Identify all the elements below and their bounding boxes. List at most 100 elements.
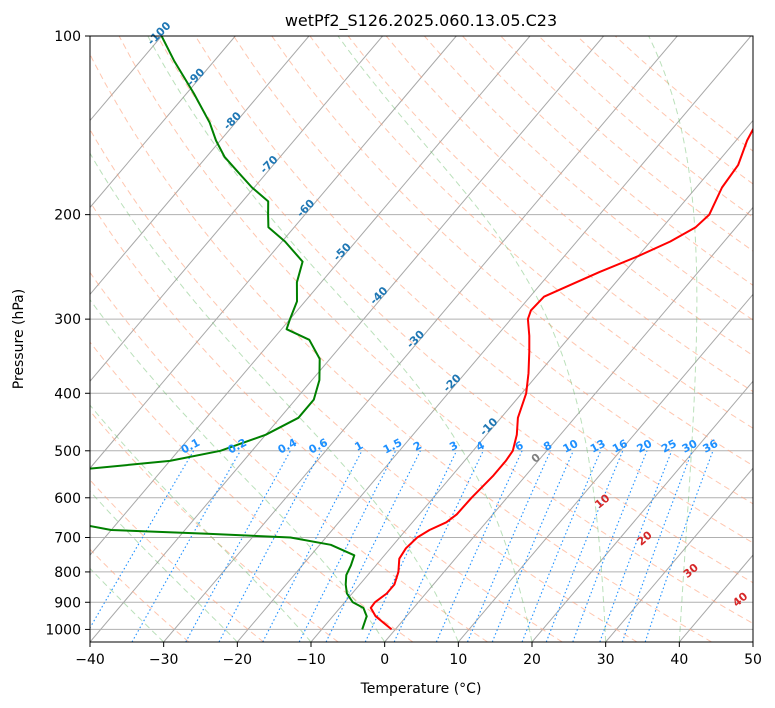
mixing-ratio-label: 6 <box>513 439 526 454</box>
dry-adiabat-line <box>347 36 753 393</box>
mixing-ratio-line <box>298 450 397 642</box>
moist-adiabat-line <box>90 490 238 642</box>
mixing-ratio-layer <box>90 450 714 642</box>
isotherm-label: -70 <box>257 153 280 176</box>
dry-adiabat-line <box>90 201 563 642</box>
mixing-ratio-line <box>644 450 714 642</box>
mixing-ratio-line <box>131 450 241 642</box>
y-tick-label: 800 <box>54 565 81 581</box>
moist-adiabat-line <box>648 36 698 642</box>
isotherm-line <box>90 36 457 469</box>
y-tick-label: 500 <box>54 444 81 460</box>
y-tick-label: 100 <box>54 29 81 45</box>
mixing-ratio-line <box>521 450 602 642</box>
isotherm-line <box>605 467 753 642</box>
x-tick-label: −10 <box>296 652 326 668</box>
isotherm-line <box>384 206 753 642</box>
mixing-ratio-label: 25 <box>659 437 679 456</box>
x-tick-label: −40 <box>75 652 105 668</box>
temperature-profile <box>369 127 753 631</box>
y-axis-label: Pressure (hPa) <box>11 289 27 389</box>
plot-frame <box>89 35 754 643</box>
isotherm-line <box>752 641 753 642</box>
dry-adiabat-line <box>90 271 488 642</box>
tick-layer: −40 −30 −20 −10 0 10 20 30 40 5010020030040050060… <box>45 29 762 668</box>
dry-adiabat-line <box>462 36 753 286</box>
isotherm-line <box>163 36 678 642</box>
moist-adiabat-line <box>147 36 533 642</box>
y-tick-label: 600 <box>54 491 81 507</box>
x-axis-label: Temperature (°C) <box>360 681 482 697</box>
isotherm-line <box>457 293 753 642</box>
mixing-ratio-line <box>218 450 322 642</box>
moist-adiabat-line <box>90 404 312 642</box>
mixing-ratio-line <box>491 450 574 642</box>
dry-adiabat-line <box>118 36 753 624</box>
isotherm-line <box>531 380 753 642</box>
mixing-ratio-label: 1 <box>352 439 365 454</box>
mixing-ratio-line <box>572 450 648 642</box>
isotherm-label: -40 <box>367 284 390 307</box>
isotherm-line <box>90 36 236 209</box>
mixing-ratio-line <box>90 450 195 629</box>
mixing-ratio-line <box>621 450 693 642</box>
mixing-ratio-line <box>435 450 523 642</box>
dry-adiabat-line <box>538 36 753 218</box>
dry-adiabat-line <box>194 36 753 544</box>
mixing-ratio-label: 8 <box>541 439 554 454</box>
dry-adiabat-line <box>90 341 414 642</box>
mixing-ratio-label: 30 <box>680 437 700 456</box>
mixing-ratio-line <box>545 450 624 642</box>
y-tick-label: 200 <box>54 208 81 224</box>
isotherm-label: -20 <box>441 371 464 394</box>
isotherm-line <box>90 36 531 556</box>
moist-adiabat-line <box>337 36 607 642</box>
isotherm-line <box>310 119 753 642</box>
y-tick-label: 700 <box>54 531 81 547</box>
x-tick-label: 20 <box>523 652 541 668</box>
dry-adiabat-line <box>156 36 753 584</box>
isotherm-label: -100 <box>145 19 174 48</box>
mixing-ratio-label: 0.4 <box>276 436 300 457</box>
mixing-ratio-label: 13 <box>588 437 608 456</box>
mixing-ratio-label: 10 <box>561 437 581 456</box>
y-tick-label: 900 <box>54 595 81 611</box>
wetbulb-label: 40 <box>730 589 750 609</box>
dewpoint-profile <box>90 36 368 630</box>
mixing-ratio-label: 36 <box>701 437 721 456</box>
mixing-ratio-label: 0.2 <box>226 436 249 457</box>
profile-layer <box>90 36 753 631</box>
dry-adiabat-line <box>90 53 712 642</box>
dry-adiabat-line <box>90 479 264 642</box>
wetbulb-label: 30 <box>681 561 701 581</box>
mixing-ratio-line <box>466 450 552 642</box>
isotherm-layer <box>90 36 753 642</box>
isotherm-line <box>236 36 752 642</box>
x-tick-label: −20 <box>223 652 253 668</box>
x-tick-label: 50 <box>744 652 762 668</box>
mixing-ratio-line <box>364 450 458 642</box>
dry-adiabat-line <box>233 36 753 505</box>
isotherm-label: -80 <box>221 109 244 132</box>
isotherm-label: -30 <box>404 328 427 351</box>
mixing-ratio-label: 16 <box>610 437 630 456</box>
grid-layer <box>90 36 753 630</box>
moist-adiabat-line <box>90 567 165 642</box>
x-tick-label: 10 <box>449 652 467 668</box>
mixing-ratio-label: 1.5 <box>381 436 404 457</box>
isotherm-label: -90 <box>184 65 207 88</box>
moist-adiabat-line <box>90 152 459 642</box>
dry-adiabat-line <box>614 36 753 152</box>
isotherm-line <box>90 36 605 642</box>
dry-adiabat-line <box>90 548 190 642</box>
isotherm-label: -10 <box>477 415 500 438</box>
mixing-ratio-label: 0.1 <box>179 436 202 457</box>
x-tick-label: 30 <box>597 652 615 668</box>
isotherm-line <box>90 36 384 383</box>
y-tick-label: 300 <box>54 312 81 328</box>
mixing-ratio-line <box>599 450 673 642</box>
isotherm-line <box>678 554 753 642</box>
dry-adiabat-line <box>90 410 339 642</box>
x-tick-label: 40 <box>670 652 688 668</box>
